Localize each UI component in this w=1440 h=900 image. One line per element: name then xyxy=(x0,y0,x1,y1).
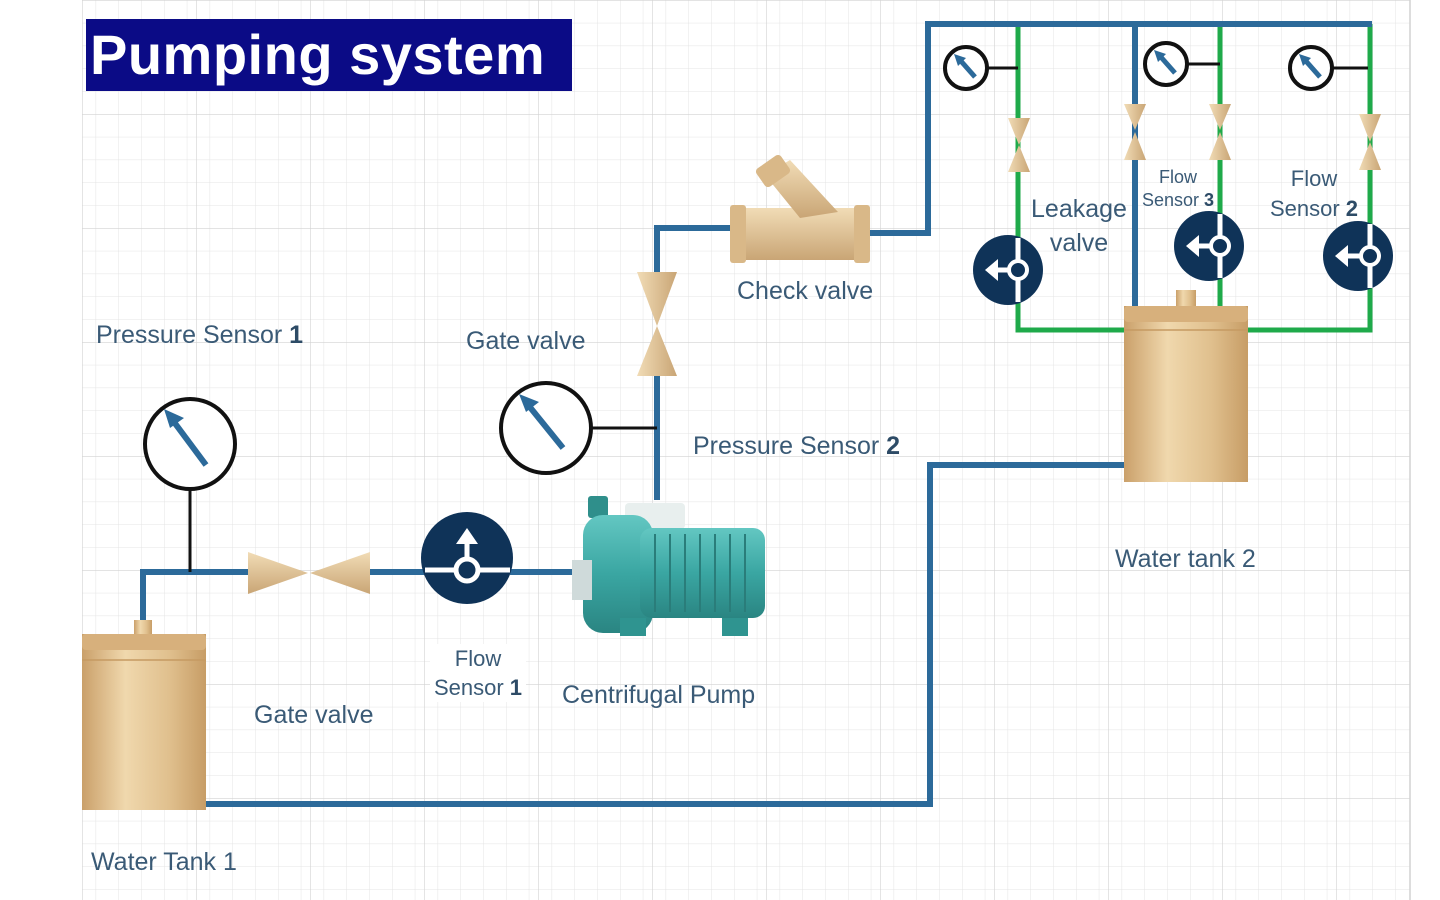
valve-icon xyxy=(1359,114,1381,170)
valve-icon xyxy=(1209,104,1231,160)
gate-valve-upper-icon xyxy=(637,272,677,376)
flow-sensors-manifold xyxy=(973,211,1393,305)
page-title: Pumping system xyxy=(86,19,572,91)
check-valve-label: Check valve xyxy=(737,277,874,305)
flow-sensor-3-label: Flow Sensor 3 xyxy=(1141,167,1215,210)
pressure-gauge-icon xyxy=(943,45,1018,91)
pressure-sensor-2-label: Pressure Sensor 2 xyxy=(693,432,901,460)
water-tank-1-label: Water Tank 1 xyxy=(91,848,237,876)
flow-sensor-1-icon xyxy=(421,512,513,604)
manifold-valves xyxy=(1008,104,1381,172)
leakage-valve-icon xyxy=(1008,118,1030,172)
gate-valve-upper-label: Gate valve xyxy=(466,327,586,355)
manifold-gauges xyxy=(943,41,1368,91)
pressure-sensor-2-gauge xyxy=(499,381,657,475)
flow-sensor-icon xyxy=(973,235,1043,305)
check-valve-icon xyxy=(730,154,870,263)
flow-sensor-icon xyxy=(1174,211,1244,281)
leakage-valve-label: Leakage valve xyxy=(1031,195,1127,257)
water-tank-2-label: Water tank 2 xyxy=(1115,545,1256,573)
pressure-sensor-1-label: Pressure Sensor 1 xyxy=(96,321,304,349)
water-tank-1 xyxy=(82,620,206,810)
gate-valve-lower-icon xyxy=(248,552,370,594)
flow-sensor-icon xyxy=(1323,221,1393,291)
return-pipe xyxy=(205,462,1126,807)
tank1-outlet-pipe xyxy=(140,569,250,622)
gate-valve-lower-label: Gate valve xyxy=(254,701,374,729)
water-tank-2 xyxy=(1124,290,1248,482)
flow-sensor-2-label: Flow Sensor 2 xyxy=(1269,166,1359,221)
pressure-sensor-1-gauge xyxy=(143,397,237,572)
pressure-gauge-icon xyxy=(1288,45,1368,91)
flow-sensor-1-label: Flow Sensor 1 xyxy=(430,644,526,702)
centrifugal-pump-label: Centrifugal Pump xyxy=(562,681,756,709)
pressure-gauge-icon xyxy=(1143,41,1220,87)
centrifugal-pump-icon xyxy=(572,496,765,636)
valve-icon xyxy=(1124,104,1146,160)
